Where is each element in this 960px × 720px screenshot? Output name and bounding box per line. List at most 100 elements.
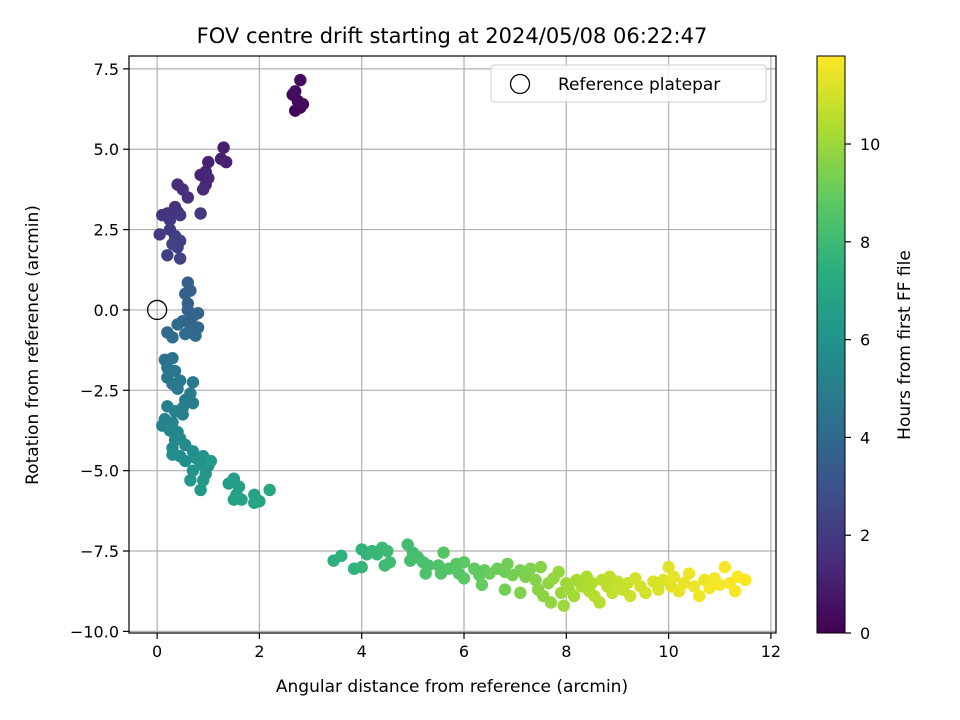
- legend-entry-label: Reference platepar: [558, 75, 720, 95]
- data-point: [166, 237, 179, 251]
- legend-marker-icon: [509, 73, 531, 95]
- data-point: [184, 474, 197, 487]
- y-tick-label: 2.5: [94, 221, 119, 240]
- x-axis-label: Angular distance from reference (arcmin): [276, 677, 628, 697]
- data-point: [639, 586, 652, 600]
- y-tick-label: −10.0: [70, 622, 119, 641]
- data-point: [457, 572, 471, 585]
- data-point: [544, 596, 558, 609]
- data-point: [186, 464, 200, 477]
- data-point: [534, 560, 547, 574]
- grid-lines: [129, 56, 776, 633]
- data-point: [501, 557, 514, 571]
- data-point: [739, 573, 752, 587]
- data-point: [381, 544, 394, 558]
- data-point: [419, 567, 432, 580]
- data-point: [552, 565, 565, 579]
- data-point: [682, 567, 696, 580]
- y-axis-ticks: −10.0 −7.5 −5.0 −2.5 0.0 2.5 5.0 7.5: [70, 60, 129, 641]
- data-point: [294, 73, 307, 87]
- data-point: [457, 556, 471, 569]
- data-point: [355, 560, 368, 574]
- y-tick-label: 7.5: [94, 60, 119, 79]
- legend-box: [490, 64, 767, 103]
- colorbar-ticks: 0 2 4 6 8 10: [845, 135, 880, 643]
- data-point: [181, 191, 195, 204]
- data-point: [718, 560, 732, 574]
- data-point: [593, 596, 606, 609]
- data-point: [166, 331, 179, 344]
- data-point: [194, 483, 207, 497]
- data-point: [524, 562, 537, 575]
- colorbar-tick-label: 2: [860, 526, 870, 545]
- data-point: [166, 351, 179, 365]
- data-point: [179, 327, 192, 341]
- data-point: [557, 599, 570, 612]
- y-axis-label: Rotation from reference (arcmin): [23, 205, 43, 485]
- chart-title: FOV centre drift starting at 2024/05/08 …: [197, 24, 708, 48]
- y-tick-label: −5.0: [80, 462, 119, 481]
- data-point: [186, 396, 200, 410]
- y-tick-label: 5.0: [94, 140, 119, 159]
- x-tick-label: 12: [761, 642, 781, 661]
- x-tick-label: 8: [561, 642, 571, 661]
- data-point: [219, 155, 233, 169]
- data-point: [687, 580, 701, 593]
- data-point: [383, 556, 397, 569]
- y-tick-label: 0.0: [94, 301, 119, 320]
- data-point: [202, 155, 215, 169]
- legend: Reference platepar: [490, 64, 767, 103]
- y-tick-label: −7.5: [80, 542, 119, 561]
- data-point: [189, 329, 202, 342]
- data-point: [498, 583, 512, 596]
- reference-marker-layer: [146, 299, 168, 321]
- data-point: [253, 495, 266, 508]
- x-tick-label: 2: [254, 642, 264, 661]
- data-point: [567, 589, 581, 603]
- colorbar-tick-label: 10: [860, 135, 880, 154]
- data-point: [693, 589, 706, 603]
- data-point: [161, 249, 174, 262]
- data-point: [652, 583, 665, 596]
- data-point: [713, 578, 726, 591]
- x-tick-label: 4: [357, 642, 367, 661]
- data-point: [171, 318, 184, 331]
- x-tick-label: 10: [658, 642, 678, 661]
- data-point: [227, 493, 241, 506]
- data-point: [179, 287, 192, 301]
- data-point: [217, 141, 230, 154]
- data-point: [196, 183, 210, 196]
- x-tick-label: 6: [459, 642, 469, 661]
- data-point: [335, 549, 348, 563]
- data-point: [606, 586, 619, 600]
- data-point: [263, 483, 276, 497]
- data-point: [176, 408, 189, 421]
- data-point: [585, 576, 599, 590]
- colorbar-tick-label: 8: [860, 233, 870, 252]
- x-tick-label: 0: [152, 642, 162, 661]
- colorbar-gradient: [816, 55, 846, 634]
- reference-platepar-marker: [146, 299, 168, 321]
- data-point: [173, 252, 187, 265]
- data-point: [662, 560, 675, 574]
- colorbar-label: Hours from first FF file: [895, 250, 915, 440]
- data-point: [153, 228, 166, 241]
- data-point: [624, 589, 637, 603]
- plot-area-frame: [128, 55, 777, 634]
- data-point: [437, 546, 450, 559]
- data-point: [196, 474, 210, 487]
- data-point: [677, 576, 691, 590]
- data-point: [186, 376, 200, 389]
- colorbar-tick-label: 4: [860, 428, 870, 447]
- data-point: [194, 207, 207, 220]
- data-point: [173, 208, 187, 222]
- data-point: [191, 306, 205, 320]
- data-point: [163, 213, 177, 227]
- data-point: [529, 573, 542, 587]
- data-point: [289, 85, 302, 98]
- data-point: [728, 585, 742, 598]
- y-tick-label: −2.5: [80, 381, 119, 400]
- x-axis-ticks: 0 2 4 6 8 10 12: [152, 633, 781, 661]
- data-point: [204, 454, 218, 468]
